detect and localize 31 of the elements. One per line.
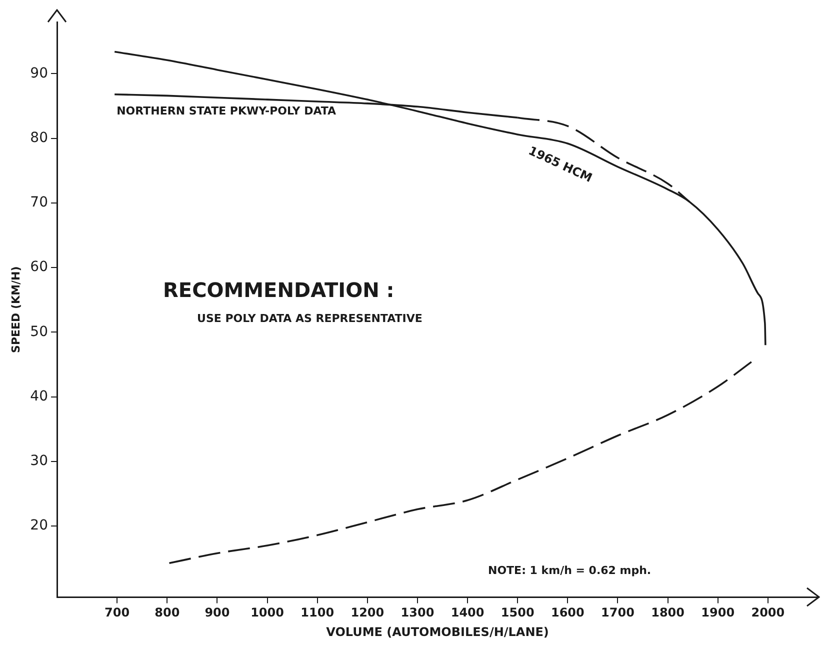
x-tick-label: 1800 (651, 606, 685, 620)
annotation: NOTE: 1 km/h = 0.62 mph. (488, 564, 652, 578)
y-tick-label: 80 (30, 130, 48, 146)
x-tick-label: 1500 (500, 606, 534, 620)
x-tick-label: 1200 (350, 606, 384, 620)
x-tick-label: 2000 (751, 606, 785, 620)
y-tick-label: 30 (30, 453, 48, 470)
annotation: RECOMMENDATION : (163, 278, 394, 302)
y-tick-label: 90 (30, 65, 48, 82)
x-tick-label: 1900 (701, 606, 735, 620)
x-tick-label: 900 (204, 606, 230, 620)
y-axis-title: SPEED (KM/H) (9, 266, 22, 353)
annotation: USE POLY DATA AS REPRESENTATIVE (197, 312, 422, 325)
x-tick-label: 1000 (250, 606, 284, 620)
x-tick-label: 800 (154, 606, 180, 620)
y-tick-label: 60 (30, 259, 48, 276)
series-label: NORTHERN STATE PKWY-POLY DATA (116, 104, 337, 118)
x-tick-label: 1700 (601, 606, 634, 620)
text: 1965 HCM (526, 144, 594, 186)
x-tick-label: 1600 (550, 606, 584, 620)
x-axis-title: VOLUME (AUTOMOBILES/H/LANE) (326, 624, 549, 639)
x-tick-label: 1300 (400, 606, 434, 620)
x-tick-label: 1400 (450, 606, 484, 620)
x-tick-label: 1100 (300, 606, 334, 620)
y-tick-label: 40 (30, 388, 48, 404)
line-series (114, 50, 766, 346)
y-tick-label: 20 (30, 518, 48, 534)
x-tick-label: 700 (104, 606, 130, 620)
y-tick-label: 70 (30, 194, 48, 211)
line-series (166, 361, 752, 564)
y-tick-label: 50 (30, 324, 48, 340)
